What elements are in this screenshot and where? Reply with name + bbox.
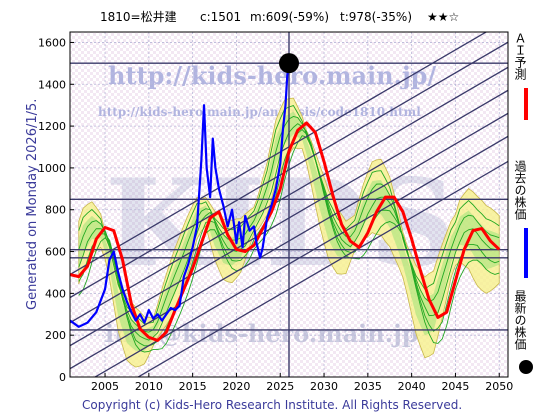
y-axis-ticks: 0 200 400 600 800 1000 1200 1400 1600 (38, 36, 74, 384)
watermark-url: http://kids-hero.main.jp/ (108, 61, 436, 90)
legend-forecast-label: ＡＩ予測 (513, 32, 527, 81)
x-tick-label: 2025 (266, 380, 294, 393)
y-tick-label: 0 (59, 371, 66, 384)
x-tick-label: 2005 (91, 380, 119, 393)
forecast-series-line (70, 121, 501, 342)
x-tick-label: 2020 (222, 380, 250, 393)
y-tick-label: 1600 (38, 36, 66, 49)
y-tick-label: 400 (45, 287, 66, 300)
plot-frame (69, 31, 509, 378)
legend: ＡＩ予測 過去の株価 最新の株価 (513, 32, 533, 374)
x-tick-label: 2050 (485, 380, 513, 393)
legend-latest-swatch (519, 360, 533, 374)
target-price: t:978(-35%) (340, 10, 412, 24)
y-tick-label: 1400 (38, 78, 66, 91)
y-tick-label: 1000 (38, 162, 66, 175)
rating-stars: ★★☆ (427, 10, 459, 24)
x-tick-label: 2045 (441, 380, 469, 393)
min-price: m:609(-59%) (250, 10, 329, 24)
y-tick-label: 1200 (38, 120, 66, 133)
past-price-series-line (70, 63, 291, 328)
latest-price-marker (279, 53, 299, 74)
legend-past-label: 過去の株価 (513, 160, 527, 220)
y-tick-label: 800 (45, 204, 66, 217)
y-tick-label: 200 (45, 329, 66, 342)
x-tick-label: 2010 (135, 380, 163, 393)
watermark-analysis-url: http://kids-hero.main.jp/analysis/code18… (98, 105, 421, 119)
generated-note: Generated on Monday 2026/1/5. (25, 99, 40, 310)
latest-marker-layer (279, 53, 299, 74)
legend-latest-label: 最新の株価 (513, 290, 527, 350)
series-lines (70, 63, 501, 342)
stock-title: 1810=松井建 (100, 10, 177, 24)
x-tick-label: 2015 (179, 380, 207, 393)
x-tick-label: 2030 (310, 380, 338, 393)
x-tick-label: 2035 (354, 380, 382, 393)
current-price: c:1501 (200, 10, 241, 24)
copyright: Copyright (c) Kids-Hero Research Institu… (82, 398, 462, 412)
y-tick-label: 600 (45, 246, 66, 259)
x-tick-label: 2040 (398, 380, 426, 393)
x-axis-ticks: 2005 2010 2015 2020 2025 2030 2035 2040 2045 2050 (91, 373, 513, 393)
